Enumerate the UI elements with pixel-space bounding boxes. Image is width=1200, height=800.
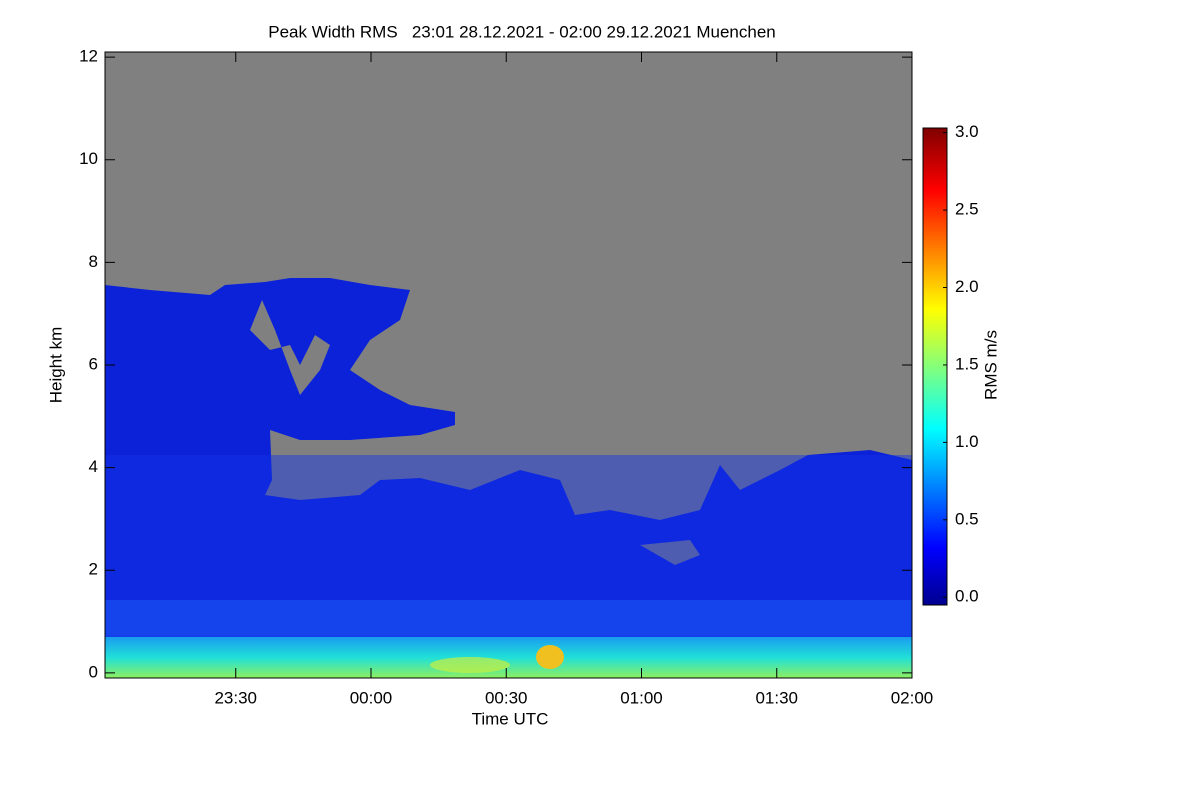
hotspot — [536, 645, 564, 669]
y-tick-label: 10 — [79, 149, 98, 168]
colorbar-tick-label: 1.0 — [955, 432, 979, 451]
colorbar-tick-label: 3.0 — [955, 122, 979, 141]
x-tick-label: 02:00 — [891, 688, 934, 707]
colorbar-tick-label: 0.5 — [955, 509, 979, 528]
y-tick-label: 6 — [89, 354, 98, 373]
y-axis-title: Height km — [46, 327, 65, 404]
x-axis-title: Time UTC — [472, 709, 549, 728]
boundary-layer — [105, 637, 912, 678]
y-tick-label: 4 — [89, 457, 98, 476]
x-tick-label: 01:00 — [620, 688, 663, 707]
x-tick-label: 23:30 — [214, 688, 257, 707]
y-tick-label: 0 — [89, 662, 98, 681]
colorbar-tick-label: 2.0 — [955, 277, 979, 296]
chart-title: Peak Width RMS 23:01 28.12.2021 - 02:00 … — [268, 22, 776, 41]
y-tick-label: 8 — [89, 252, 98, 271]
y-tick-label: 2 — [89, 560, 98, 579]
x-tick-label: 00:00 — [350, 688, 393, 707]
y-tick-label: 12 — [79, 47, 98, 66]
shading — [105, 600, 912, 638]
gap — [640, 540, 700, 565]
hotspot — [430, 657, 510, 673]
colorbar-title: RMS m/s — [981, 330, 1000, 400]
x-tick-label: 00:30 — [485, 688, 528, 707]
colorbar-tick-label: 1.5 — [955, 354, 979, 373]
colorbar-tick-label: 2.5 — [955, 200, 979, 219]
colorbar — [922, 127, 948, 606]
colorbar-tick-label: 0.0 — [955, 587, 979, 606]
field — [105, 52, 912, 678]
x-tick-label: 01:30 — [755, 688, 798, 707]
gap — [250, 300, 330, 395]
